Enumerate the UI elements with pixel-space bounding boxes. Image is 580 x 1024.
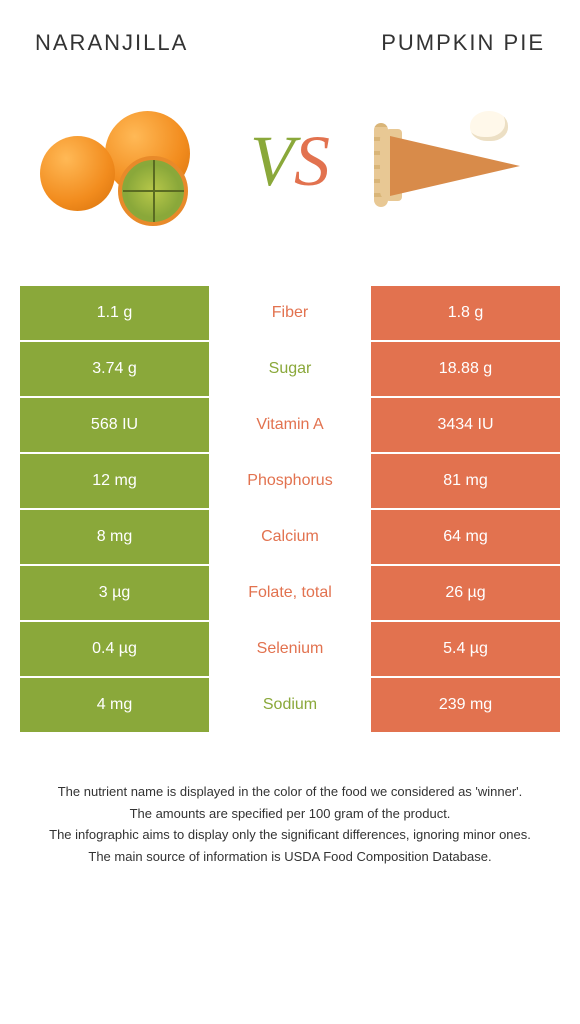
nutrient-label: Vitamin A: [209, 398, 371, 452]
value-left: 3.74 g: [20, 342, 209, 396]
pumpkin-pie-image: [370, 91, 540, 231]
title-row: NARANJILLA PUMPKIN PIE: [20, 30, 560, 76]
whipped-cream-icon: [470, 111, 508, 141]
table-row: 0.4 µgSelenium5.4 µg: [20, 622, 560, 676]
vs-label: VS: [250, 125, 330, 197]
title-right: PUMPKIN PIE: [381, 30, 545, 56]
value-right: 64 mg: [371, 510, 560, 564]
value-left: 1.1 g: [20, 286, 209, 340]
fruit-half-icon: [118, 156, 188, 226]
value-right: 3434 IU: [371, 398, 560, 452]
value-right: 81 mg: [371, 454, 560, 508]
value-left: 568 IU: [20, 398, 209, 452]
nutrient-label: Folate, total: [209, 566, 371, 620]
value-left: 3 µg: [20, 566, 209, 620]
table-row: 12 mgPhosphorus81 mg: [20, 454, 560, 508]
table-row: 8 mgCalcium64 mg: [20, 510, 560, 564]
table-row: 1.1 gFiber1.8 g: [20, 286, 560, 340]
fruit-icon: [40, 136, 115, 211]
nutrient-label: Sugar: [209, 342, 371, 396]
footer-line: The amounts are specified per 100 gram o…: [25, 804, 555, 824]
value-left: 8 mg: [20, 510, 209, 564]
table-row: 4 mgSodium239 mg: [20, 678, 560, 732]
nutrient-label: Sodium: [209, 678, 371, 732]
nutrient-label: Fiber: [209, 286, 371, 340]
nutrient-label: Selenium: [209, 622, 371, 676]
pie-slice-icon: [390, 136, 520, 196]
value-right: 26 µg: [371, 566, 560, 620]
value-left: 0.4 µg: [20, 622, 209, 676]
value-right: 1.8 g: [371, 286, 560, 340]
footer-line: The nutrient name is displayed in the co…: [25, 782, 555, 802]
value-left: 4 mg: [20, 678, 209, 732]
table-row: 3.74 gSugar18.88 g: [20, 342, 560, 396]
naranjilla-image: [40, 91, 210, 231]
table-row: 3 µgFolate, total26 µg: [20, 566, 560, 620]
hero-row: VS: [20, 76, 560, 246]
value-left: 12 mg: [20, 454, 209, 508]
vs-s: S: [294, 121, 330, 201]
comparison-table: 1.1 gFiber1.8 g3.74 gSugar18.88 g568 IUV…: [20, 286, 560, 732]
value-right: 18.88 g: [371, 342, 560, 396]
footer-line: The infographic aims to display only the…: [25, 825, 555, 845]
value-right: 5.4 µg: [371, 622, 560, 676]
vs-v: V: [250, 121, 294, 201]
footer-notes: The nutrient name is displayed in the co…: [20, 782, 560, 866]
footer-line: The main source of information is USDA F…: [25, 847, 555, 867]
table-row: 568 IUVitamin A3434 IU: [20, 398, 560, 452]
nutrient-label: Phosphorus: [209, 454, 371, 508]
nutrient-label: Calcium: [209, 510, 371, 564]
title-left: NARANJILLA: [35, 30, 188, 56]
value-right: 239 mg: [371, 678, 560, 732]
